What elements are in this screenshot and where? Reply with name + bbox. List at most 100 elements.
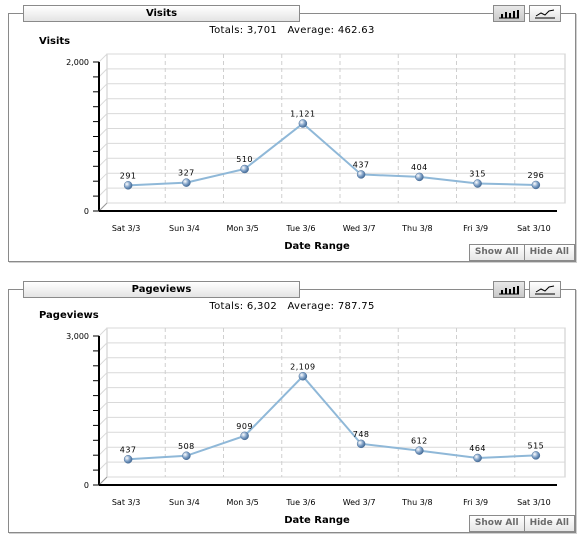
data-label: 515	[527, 441, 544, 450]
data-point	[473, 453, 482, 463]
data-label: 315	[469, 170, 486, 179]
y-tick-label-max: 3,000	[66, 332, 89, 341]
data-label: 404	[411, 163, 428, 172]
pageviews-panel: Pageviews Totals: 6,302 Average: 787.75 …	[8, 281, 576, 533]
x-tick-label: Tue 3/6	[285, 224, 315, 233]
grid-line-slant	[98, 83, 108, 93]
series-line	[128, 122, 536, 187]
series-controls: Show All Hide All	[468, 244, 575, 261]
average-value: 787.75	[337, 301, 375, 312]
view-toggle	[493, 281, 561, 298]
x-tick-label: Mon 3/5	[226, 224, 258, 233]
x-tick-label: Thu 3/8	[401, 224, 432, 233]
x-tick-label: Sat 3/10	[517, 224, 551, 233]
grid-line-slant	[98, 143, 108, 152]
data-label: 612	[411, 437, 428, 446]
data-point	[531, 451, 541, 460]
bar-chart-icon	[499, 10, 519, 19]
x-tick-label: Wed 3/7	[343, 498, 376, 507]
grid-line-slant	[98, 372, 108, 382]
x-axis-title: Date Range	[284, 241, 350, 252]
data-label: 909	[236, 422, 253, 431]
show-all-button[interactable]: Show All	[468, 515, 524, 532]
grid-line-slant	[98, 357, 108, 367]
data-point	[473, 179, 482, 188]
visits-panel: Visits Totals: 3,701 Average: 462.63 0 2,…	[8, 5, 576, 262]
data-point	[356, 439, 366, 449]
line-chart-view-button[interactable]	[529, 5, 561, 22]
data-label: 1,121	[290, 109, 315, 118]
hide-all-button[interactable]: Hide All	[523, 244, 575, 261]
grid-line-slant	[98, 157, 108, 167]
data-label: 2,109	[290, 362, 315, 371]
totals-label: Totals:	[209, 301, 244, 312]
visits-line-chart: 0 2,000 Visits Sat 3/3 Sun 3/4 Mon 3/5 Tue 3/6…	[39, 36, 566, 252]
series-controls: Show All Hide All	[468, 515, 575, 532]
data-point	[182, 451, 191, 461]
grid-line-slant	[98, 431, 108, 441]
data-label: 296	[527, 171, 544, 180]
y-tick-label-max: 2,000	[66, 58, 89, 67]
data-label: 508	[178, 442, 195, 451]
y-tick-label-min: 0	[84, 481, 89, 490]
data-point	[415, 172, 424, 182]
grid-line-slant	[98, 417, 108, 426]
hide-all-button[interactable]: Hide All	[523, 515, 575, 532]
average-value: 462.63	[337, 25, 375, 36]
grid-line-slant	[98, 113, 108, 122]
view-toggle	[493, 5, 561, 22]
x-tick-label: Sun 3/4	[169, 498, 200, 507]
y-tick-label-min: 0	[84, 207, 89, 216]
x-tick-label: Thu 3/8	[401, 498, 432, 507]
visits-panel-title: Visits	[23, 5, 300, 22]
data-point	[298, 119, 308, 128]
x-axis-title: Date Range	[284, 515, 350, 526]
visits-summary: Totals: 3,701 Average: 462.63	[9, 25, 575, 36]
data-point	[415, 446, 424, 455]
grid-line-slant	[98, 402, 108, 411]
grid-line-slant	[98, 98, 108, 108]
line-chart-view-button[interactable]	[529, 281, 561, 298]
x-tick-label: Tue 3/6	[285, 498, 315, 507]
grid-line-slant	[98, 128, 108, 137]
y-axis-title: Visits	[39, 36, 70, 47]
totals-value: 6,302	[246, 301, 278, 312]
line-chart-icon	[535, 9, 555, 19]
data-point	[356, 170, 366, 179]
data-point	[531, 180, 541, 190]
data-point	[182, 178, 191, 187]
average-label: Average:	[287, 301, 335, 312]
data-label: 464	[469, 444, 486, 453]
data-point	[298, 372, 308, 381]
average-label: Average:	[287, 25, 335, 36]
data-point	[123, 455, 133, 464]
pageviews-summary: Totals: 6,302 Average: 787.75	[9, 301, 575, 312]
series-line	[128, 374, 536, 461]
x-tick-label: Sun 3/4	[169, 224, 200, 233]
data-label: 748	[353, 430, 370, 439]
data-label: 510	[236, 155, 253, 164]
grid-line-slant	[98, 342, 108, 352]
grid-line-slant	[98, 172, 108, 182]
x-tick-label: Wed 3/7	[343, 224, 376, 233]
data-label: 437	[120, 445, 137, 454]
totals-label: Totals:	[209, 25, 244, 36]
bar-chart-view-button[interactable]	[493, 5, 525, 22]
x-tick-label: Fri 3/9	[463, 498, 488, 507]
x-tick-label: Sat 3/10	[517, 498, 551, 507]
grid-line-slant	[98, 187, 108, 197]
x-tick-label: Fri 3/9	[463, 224, 488, 233]
bar-chart-view-button[interactable]	[493, 281, 525, 298]
data-point	[123, 181, 133, 190]
line-chart-icon	[535, 285, 555, 295]
x-tick-label: Mon 3/5	[226, 498, 258, 507]
data-label: 327	[178, 169, 195, 178]
show-all-button[interactable]: Show All	[468, 244, 524, 261]
totals-value: 3,701	[246, 25, 278, 36]
data-point	[240, 164, 249, 174]
grid-line-slant	[98, 68, 108, 78]
grid-line-slant	[98, 446, 108, 456]
pageviews-line-chart: 0 3,000 Pageviews Sat 3/3 Sun 3/4 Mon 3/5 Tue …	[39, 310, 566, 526]
grid-line-slant	[98, 387, 108, 396]
x-tick-label: Sat 3/3	[112, 224, 141, 233]
